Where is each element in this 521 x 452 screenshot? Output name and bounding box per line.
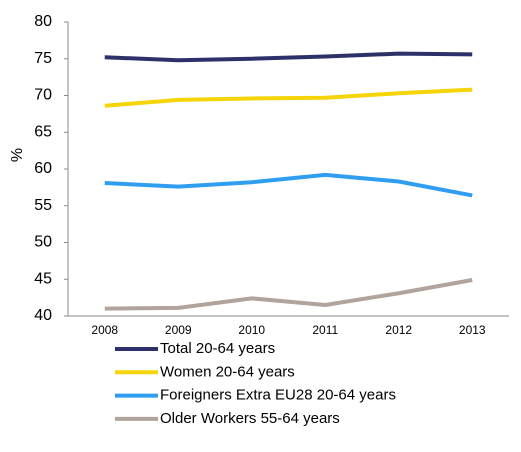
y-tick-label: 75	[34, 50, 52, 67]
x-tick-label: 2010	[238, 323, 265, 337]
x-tick-label: 2011	[312, 323, 338, 337]
x-tick-label: 2008	[91, 323, 118, 337]
y-tick-label: 50	[34, 234, 52, 251]
y-axis-label: %	[9, 148, 26, 162]
y-tick-label: 40	[34, 307, 52, 324]
x-tick-label: 2012	[385, 323, 412, 337]
series-line	[104, 51, 473, 63]
y-tick-label: 65	[34, 123, 52, 140]
y-tick-label: 60	[34, 160, 52, 177]
legend-label: Women 20-64 years	[160, 363, 295, 380]
legend-label: Foreigners Extra EU28 20-64 years	[160, 387, 396, 404]
series-line	[104, 278, 473, 311]
series-line	[104, 172, 473, 198]
legend-label: Older Workers 55-64 years	[160, 410, 340, 427]
y-tick-label: 55	[34, 197, 52, 214]
x-tick-label: 2013	[459, 323, 486, 337]
legend-label: Total 20-64 years	[160, 340, 275, 357]
y-tick-label: 70	[34, 87, 52, 104]
series-line	[104, 87, 473, 108]
y-tick-label: 45	[34, 270, 52, 287]
y-tick-label: 80	[34, 13, 52, 30]
x-tick-label: 2009	[165, 323, 192, 337]
